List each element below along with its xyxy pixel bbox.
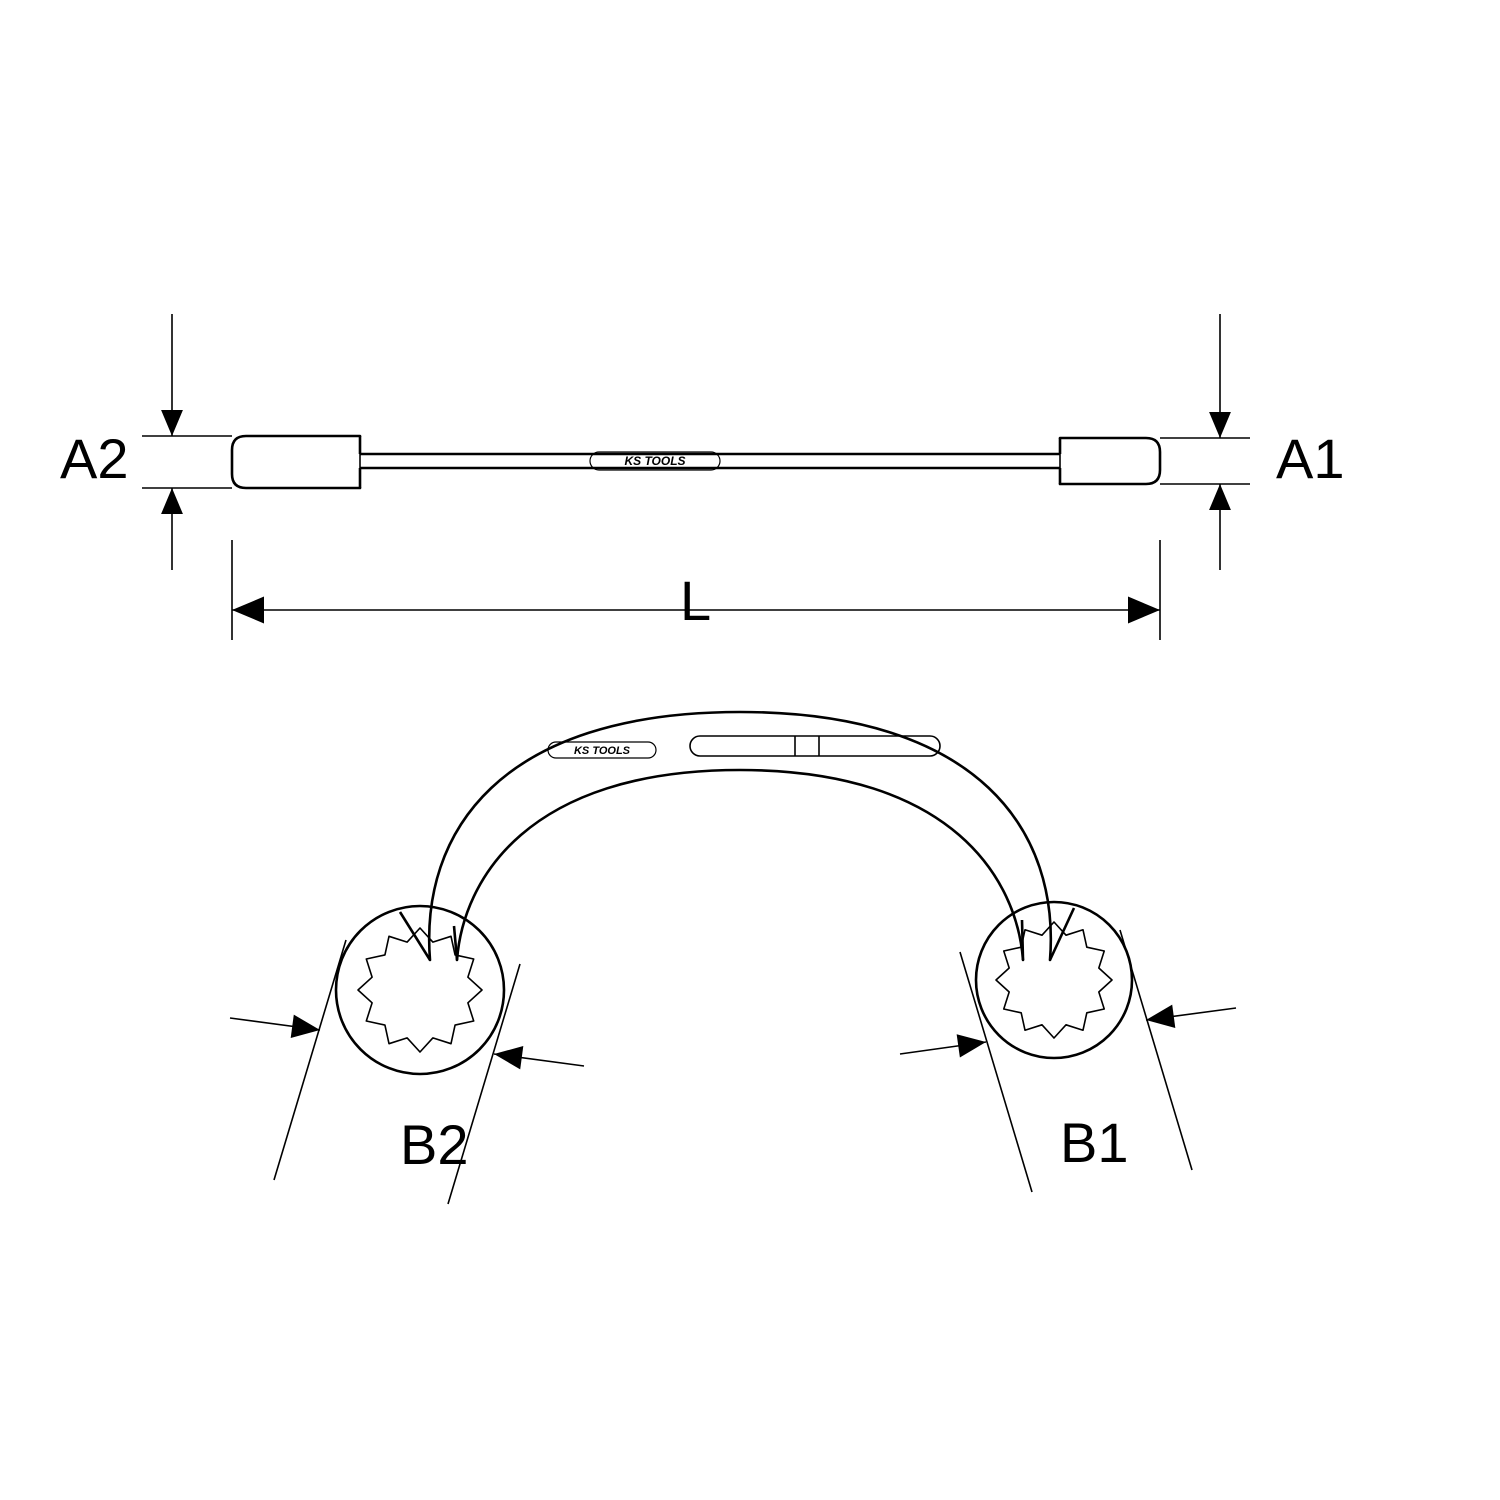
svg-text:KS TOOLS: KS TOOLS: [574, 745, 631, 757]
svg-text:KS TOOLS: KS TOOLS: [624, 454, 685, 468]
drawing-svg: KS TOOLS KS TOOLS: [0, 0, 1500, 1500]
label-A2: A2: [60, 426, 129, 491]
label-B1: B1: [1060, 1110, 1129, 1175]
label-A1: A1: [1276, 426, 1345, 491]
technical-drawing: KS TOOLS KS TOOLS A2 A1 L B2 B1: [0, 0, 1500, 1500]
label-B2: B2: [400, 1112, 469, 1177]
label-L: L: [680, 568, 711, 633]
